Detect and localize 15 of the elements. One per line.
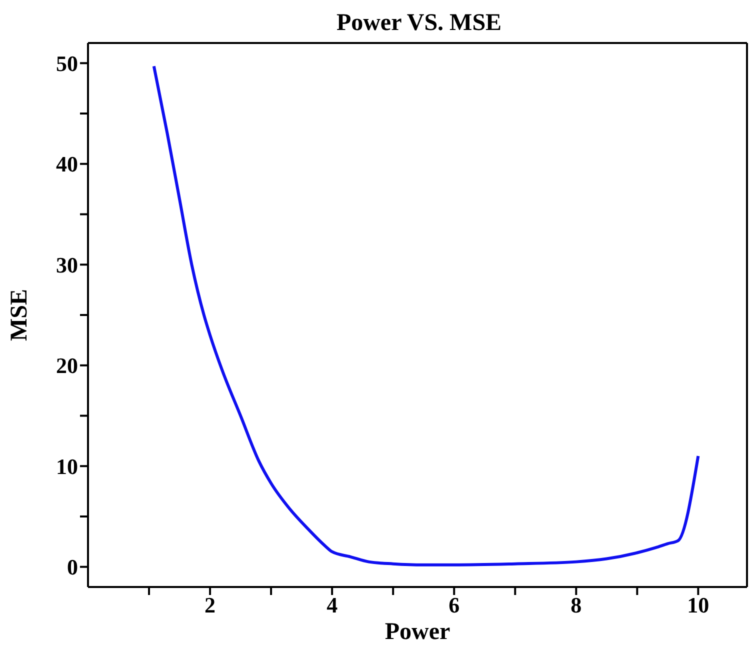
line-series [152,64,700,566]
y-tick-label: 30 [56,252,78,278]
y-tick-label: 20 [56,353,78,378]
x-tick-label: 10 [687,592,710,618]
x-axis-title: Power [384,619,450,645]
x-tick-label: 6 [448,592,460,618]
y-axis-title: MSE [6,288,33,342]
y-tick-label: 50 [56,50,78,76]
x-tick-label: 8 [570,592,582,618]
y-tick-label: 40 [56,152,78,177]
y-tick-label: 10 [56,454,78,479]
y-tick-label: 0 [67,554,78,580]
chart-title: Power VS. MSE [335,9,503,38]
x-tick-label: 4 [326,592,338,618]
x-tick-label: 2 [204,592,216,618]
